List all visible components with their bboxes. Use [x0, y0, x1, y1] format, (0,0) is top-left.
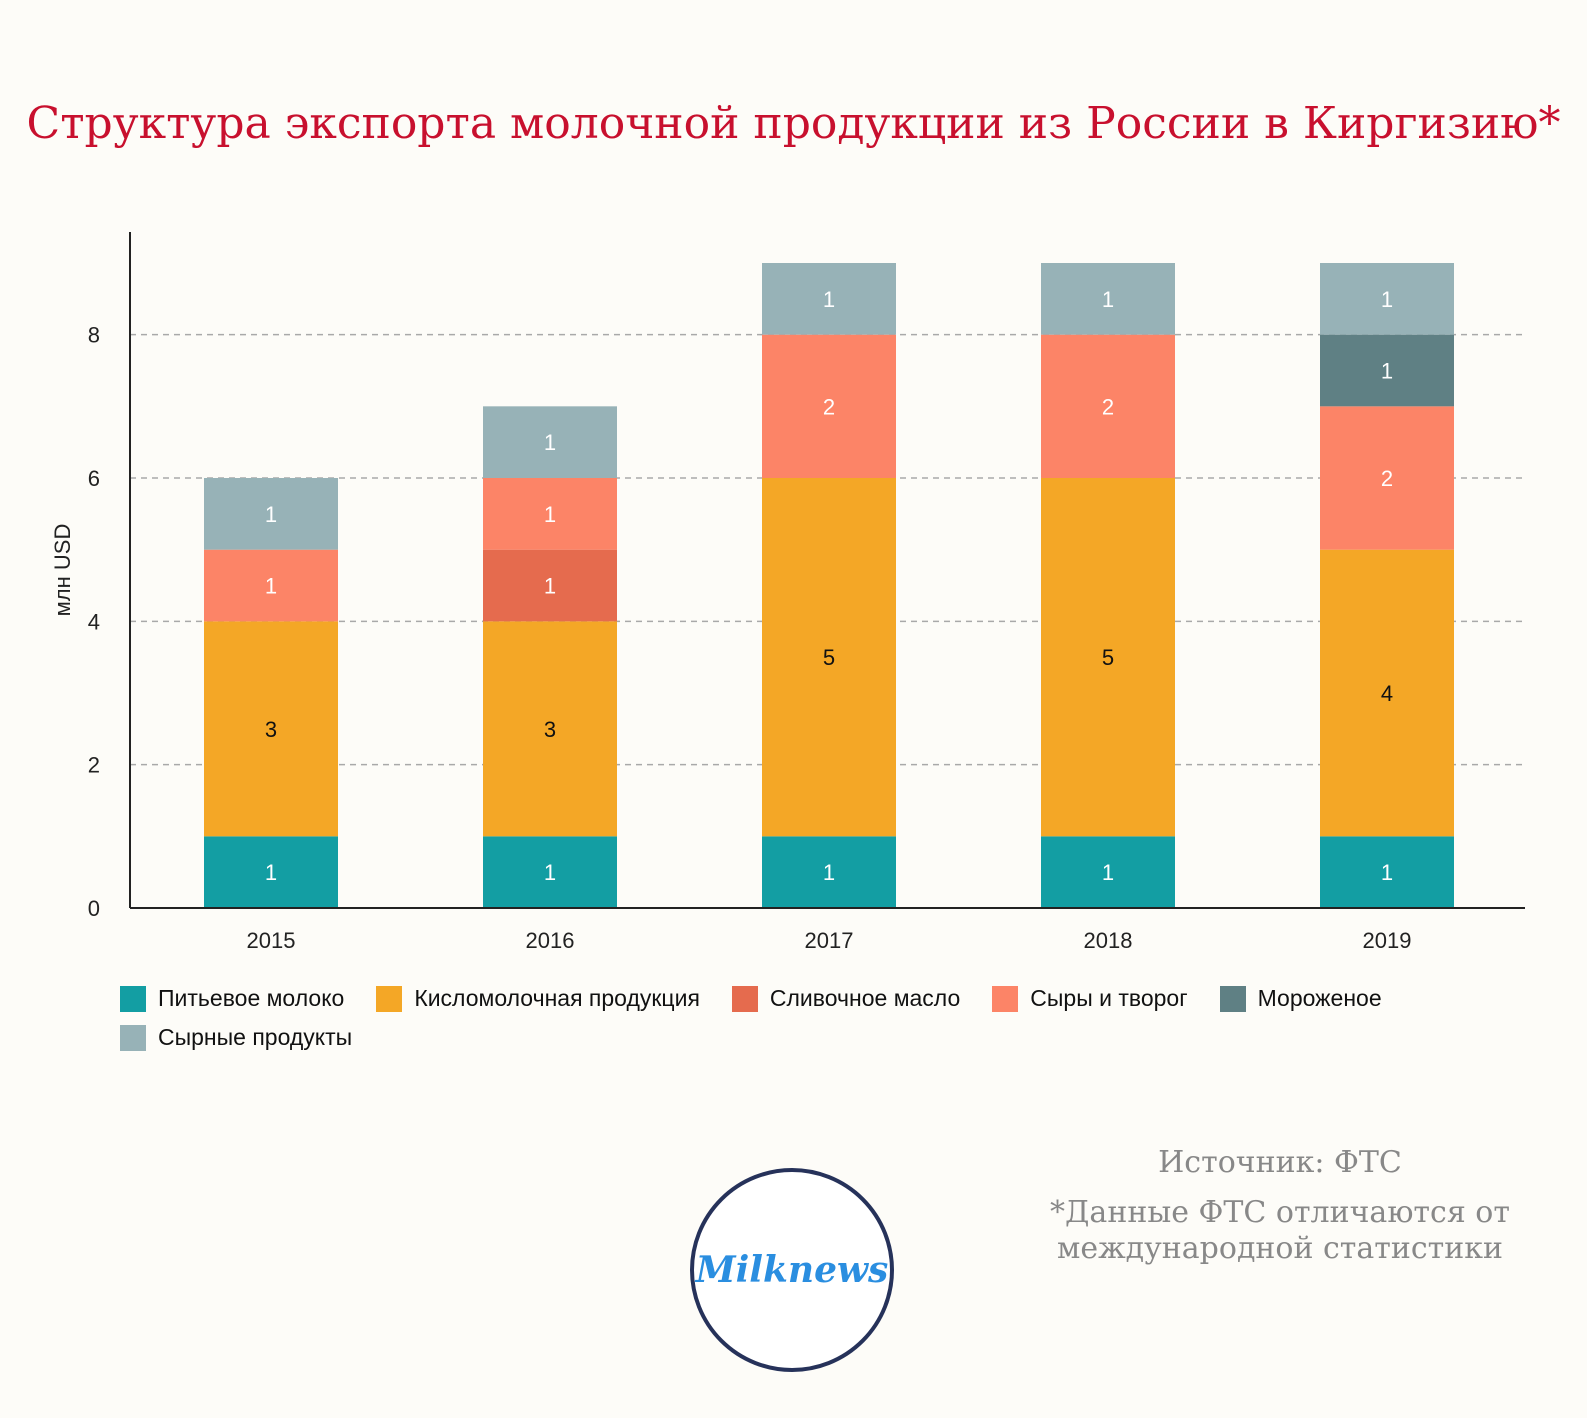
y-tick-label: 8 — [88, 323, 100, 348]
legend-swatch — [1219, 985, 1246, 1012]
chart-title: Структура экспорта молочной продукции из… — [26, 98, 1561, 149]
data-label: 5 — [1102, 645, 1114, 670]
y-tick-label: 4 — [88, 609, 100, 634]
x-tick-label: 2019 — [1363, 928, 1412, 953]
legend-item: Сливочное масло — [731, 985, 961, 1012]
bar-segment — [204, 478, 338, 550]
source-text: Источник: ФТС — [1158, 1145, 1402, 1180]
milknews-logo: Milknews — [690, 1168, 894, 1372]
x-tick-label: 2016 — [526, 928, 575, 953]
data-label: 2 — [1381, 466, 1393, 491]
bar-segment — [1320, 263, 1454, 335]
data-label: 1 — [1102, 287, 1114, 312]
x-tick-label: 2017 — [805, 928, 854, 953]
data-label: 1 — [1381, 860, 1393, 885]
bar-segment — [1041, 334, 1175, 478]
legend: Питьевое молоко Кисломолочная продукция Сл… — [120, 985, 1520, 1051]
bar-segment — [762, 478, 896, 837]
data-label: 1 — [544, 430, 556, 455]
x-tick-label: 2018 — [1084, 928, 1133, 953]
data-label: 1 — [265, 574, 277, 599]
y-tick-label: 6 — [88, 466, 100, 491]
legend-item: Сыры и творог — [992, 985, 1188, 1012]
data-label: 1 — [544, 502, 556, 527]
data-label: 1 — [1381, 287, 1393, 312]
legend-label: Сыры и творог — [1030, 985, 1188, 1011]
data-label: 1 — [1102, 860, 1114, 885]
legend-label: Питьевое молоко — [158, 985, 345, 1011]
bar-segment — [204, 836, 338, 908]
bar-segment — [204, 549, 338, 622]
bar-segment — [1041, 263, 1175, 335]
bars: 1 3 1 1 1 3 1 1 1 1 5 2 1 1 5 2 1 1 4 2 1 1 — [204, 263, 1454, 908]
y-tick-label: 0 — [88, 896, 100, 921]
legend-label: Мороженое — [1257, 985, 1382, 1011]
data-label: 1 — [544, 574, 556, 599]
x-tick-label: 2015 — [247, 928, 296, 953]
bar-segment — [762, 334, 896, 478]
bar-segment — [1041, 836, 1175, 908]
legend-item: Мороженое — [1219, 985, 1382, 1012]
legend-swatch — [120, 1024, 146, 1051]
data-label: 4 — [1381, 681, 1393, 706]
legend-item: Кисломолочная продукция — [376, 985, 700, 1012]
data-label: 3 — [544, 717, 556, 742]
data-label: 2 — [1102, 394, 1114, 419]
bar-segment — [483, 621, 617, 837]
legend-label: Кисломолочная продукция — [414, 985, 700, 1011]
bar-segment — [1320, 334, 1454, 407]
bar-segment — [483, 478, 617, 550]
data-label: 1 — [823, 287, 835, 312]
bar-segment — [762, 836, 896, 908]
y-tick-label: 2 — [88, 753, 100, 778]
legend-swatch — [376, 985, 403, 1012]
logo-text: Milknews — [695, 1249, 889, 1291]
bar-segment — [762, 263, 896, 335]
data-label: 1 — [823, 860, 835, 885]
bar-segment — [1320, 406, 1454, 550]
bar-segment — [483, 549, 617, 622]
y-axis-label: млн USD — [50, 524, 75, 617]
bar-segment — [1320, 836, 1454, 908]
data-label: 2 — [823, 394, 835, 419]
data-label: 1 — [1381, 359, 1393, 384]
data-label: 1 — [265, 860, 277, 885]
bar-segment — [483, 406, 617, 478]
legend-swatch — [120, 985, 146, 1012]
bar-segment — [1320, 549, 1454, 837]
legend-swatch — [731, 985, 758, 1012]
data-note: *Данные ФТС отличаются от международной … — [1020, 1195, 1540, 1267]
data-label: 3 — [265, 717, 277, 742]
data-label: 1 — [544, 860, 556, 885]
legend-item: Сырные продукты — [120, 1024, 352, 1051]
bar-segment — [1041, 478, 1175, 837]
data-label: 1 — [265, 502, 277, 527]
legend-label: Сливочное масло — [769, 985, 961, 1011]
axes: 0 2 4 6 8 2015 2016 2017 2018 2019 млн USD — [50, 232, 1525, 953]
note-line-1: *Данные ФТС отличаются от — [1050, 1195, 1510, 1230]
legend-label: Сырные продукты — [158, 1024, 353, 1050]
bar-segment — [204, 621, 338, 837]
note-line-2: международной статистики — [1056, 1231, 1504, 1266]
data-label: 5 — [823, 645, 835, 670]
stacked-bar-chart: 1 3 1 1 1 3 1 1 1 1 5 2 1 1 5 2 1 1 4 2 1 1 0 2 4 6 8 2015 2016 2017… — [50, 232, 1525, 953]
legend-swatch — [992, 985, 1019, 1012]
bar-segment — [483, 836, 617, 908]
legend-item: Питьевое молоко — [120, 985, 344, 1012]
